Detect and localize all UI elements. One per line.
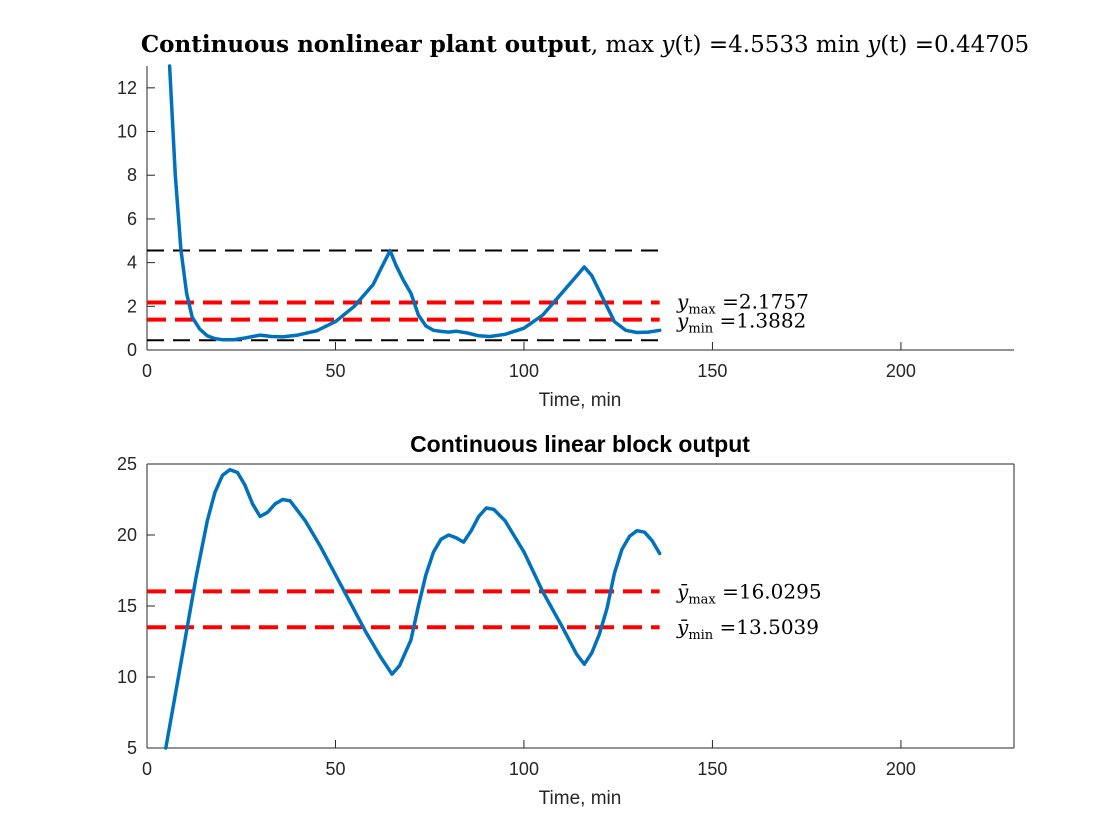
top-series-line [167, 64, 662, 342]
bottom-x-tick-label: 50 [325, 759, 345, 779]
top-plot-title: Continuous nonlinear plant output, max y… [141, 31, 1029, 58]
top-title-y1: y [660, 32, 675, 58]
top-title-t1: (t) [674, 32, 701, 58]
top-y-tick-label: 12 [117, 78, 137, 98]
top-title-max-value: =4.5533 [702, 32, 816, 58]
top-y-tick-label: 2 [127, 296, 137, 316]
top-y-tick-label: 0 [127, 340, 137, 360]
top-annotation-min: ymin =1.3882 [676, 309, 806, 337]
bottom-x-axis-label: Time, min [539, 788, 622, 809]
bottom-x-tick-label: 150 [697, 759, 727, 779]
top-y-tick-label: 4 [127, 253, 137, 273]
bottom-annotation-max: ȳmax =16.0295 [676, 579, 822, 607]
bottom-y-tick-label: 25 [117, 454, 137, 474]
top-title-y2: y [866, 32, 881, 58]
top-y-tick-label: 8 [127, 165, 137, 185]
top-x-tick-label: 200 [886, 361, 916, 381]
bottom-y-tick-label: 10 [117, 667, 137, 687]
bottom-annotation-min: ȳmin =13.5039 [676, 615, 819, 643]
top-title-prefix: , max [591, 32, 661, 58]
top-title-bold: Continuous nonlinear plant output [141, 31, 591, 58]
top-title-min-word: min [816, 32, 867, 58]
top-x-tick-label: 50 [325, 361, 345, 381]
bottom-plot-title: Continuous linear block output [410, 431, 750, 457]
bottom-x-tick-label: 100 [509, 759, 539, 779]
top-x-axis-label: Time, min [539, 390, 622, 411]
top-y-tick-label: 10 [117, 122, 137, 142]
bottom-x-tick-label: 200 [886, 759, 916, 779]
bottom-y-tick-label: 15 [117, 596, 137, 616]
top-x-tick-label: 150 [697, 361, 727, 381]
top-x-tick-label: 100 [509, 361, 539, 381]
top-y-tick-label: 6 [127, 209, 137, 229]
bottom-series-line [164, 467, 662, 750]
top-title-t2: (t) [880, 32, 907, 58]
bottom-y-tick-label: 5 [127, 738, 137, 758]
bottom-y-tick-label: 20 [117, 525, 137, 545]
top-annotation-max: ymax =2.1757 [676, 289, 809, 317]
top-x-tick-label: 0 [142, 361, 152, 381]
top-plot: Continuous nonlinear plant output, max y… [117, 31, 1029, 411]
bottom-plot: Continuous linear block output 0 50 100 150… [117, 431, 1015, 809]
bottom-x-tick-label: 0 [142, 759, 152, 779]
top-title-min-value: =0.44705 [907, 32, 1029, 58]
